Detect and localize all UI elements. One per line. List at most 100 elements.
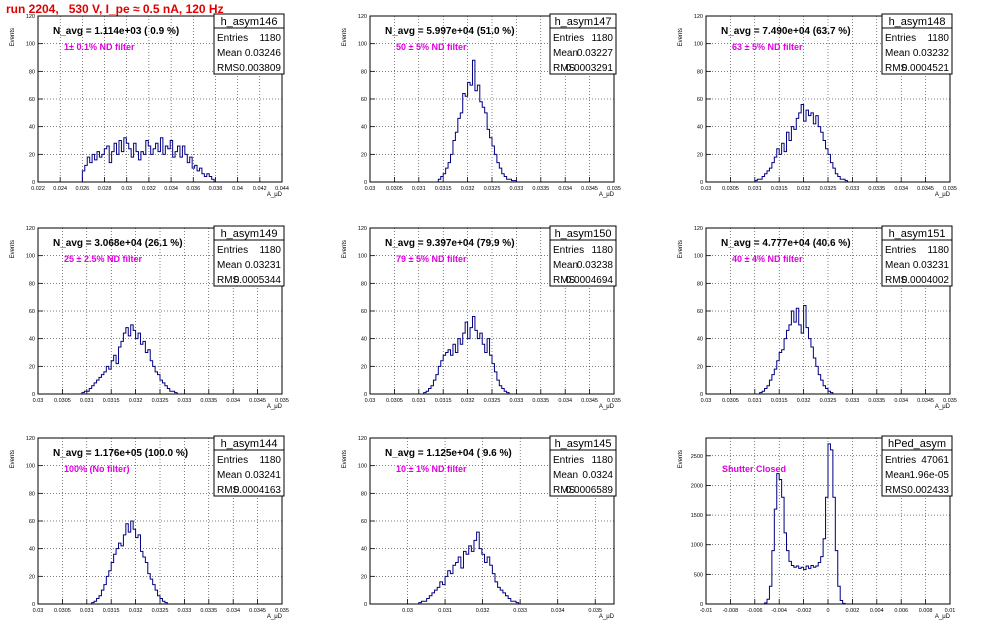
- x-tick-label-0: 0.03: [33, 398, 44, 404]
- x-tick-label-10: 0.035: [943, 186, 957, 192]
- stats-title: h_asym149: [221, 228, 278, 240]
- stats-title: h_asym146: [221, 16, 278, 28]
- y-tick-label-2: 40: [361, 547, 367, 553]
- x-tick-label-2: 0.031: [748, 398, 762, 404]
- x-tick-label-4: 0.032: [129, 608, 143, 614]
- x-tick-label-9: 0.0345: [249, 398, 266, 404]
- x-axis-label: A_μD: [935, 614, 951, 620]
- x-tick-label-2: 0.031: [80, 398, 94, 404]
- x-tick-label-8: 0.034: [558, 186, 572, 192]
- x-tick-label-5: 0.0325: [484, 398, 501, 404]
- x-tick-label-7: 0.0335: [532, 186, 549, 192]
- stats-rms-value: 0.0005344: [234, 275, 282, 286]
- y-tick-label-0: 0: [700, 602, 703, 608]
- navg-label: N_avg = 1.125e+04 ( 9.6 %): [385, 448, 512, 459]
- x-tick-label-0: 0.03: [33, 608, 44, 614]
- stats-mean-value: 0.03241: [245, 470, 282, 481]
- stats-entries-value: 1180: [259, 33, 281, 44]
- stats-rms-value: 0.003809: [239, 63, 281, 74]
- stats-box: [881, 225, 953, 287]
- x-axis-label: A_μD: [599, 614, 615, 620]
- y-tick-label-1: 500: [694, 572, 703, 578]
- histogram-line: [418, 531, 520, 604]
- filter-note: 10 ± 1% ND filter: [396, 464, 467, 474]
- x-tick-label-4: 0.032: [461, 398, 475, 404]
- y-tick-label-4: 80: [29, 281, 35, 287]
- y-tick-label-2: 40: [29, 337, 35, 343]
- stats-rms-value: 0.0006589: [566, 485, 614, 496]
- y-tick-label-6: 120: [358, 436, 367, 442]
- y-tick-label-5: 100: [358, 254, 367, 260]
- stats-mean-label: Mean: [553, 48, 578, 59]
- stats-rms-label: RMS: [553, 63, 576, 74]
- histogram-line: [437, 59, 517, 182]
- y-tick-label-3: 1500: [691, 513, 703, 519]
- y-tick-label-4: 80: [361, 281, 367, 287]
- y-axis-label: Events: [678, 450, 684, 468]
- y-tick-label-4: 80: [697, 69, 703, 75]
- x-tick-label-1: 0.0305: [54, 398, 71, 404]
- stats-mean-label: Mean: [217, 470, 242, 481]
- x-tick-label-8: 0.038: [209, 186, 223, 192]
- y-axis-label: Events: [342, 240, 348, 258]
- x-tick-label-9: 0.008: [919, 608, 933, 614]
- stats-mean-label: Mean: [885, 260, 910, 271]
- y-tick-label-2: 40: [29, 125, 35, 131]
- navg-label: N_avg = 4.777e+04 (40.6 %): [721, 238, 851, 249]
- x-tick-label-8: 0.034: [894, 186, 908, 192]
- stats-box: [881, 435, 953, 497]
- x-axis-label: A_μD: [599, 192, 615, 198]
- x-tick-label-0: 0.03: [402, 608, 413, 614]
- x-tick-label-0: 0.03: [365, 186, 376, 192]
- stats-mean-label: Mean: [553, 470, 578, 481]
- histogram-line: [754, 104, 849, 182]
- stats-mean-label: Mean: [217, 48, 242, 59]
- y-tick-label-0: 0: [364, 180, 367, 186]
- navg-label: N_avg = 7.490e+04 (63.7 %): [721, 26, 851, 37]
- x-tick-label-0: 0.03: [701, 398, 712, 404]
- filter-note: 25 ± 2.5% ND filter: [64, 254, 142, 264]
- x-tick-label-2: 0.026: [75, 186, 89, 192]
- y-tick-label-3: 60: [29, 97, 35, 103]
- stats-title: h_asym145: [555, 438, 612, 450]
- y-tick-label-0: 0: [364, 392, 367, 398]
- filter-note: Shutter Closed: [722, 464, 786, 474]
- x-tick-label-0: 0.03: [365, 398, 376, 404]
- x-tick-label-8: 0.034: [226, 608, 240, 614]
- x-tick-label-1: 0.0305: [386, 398, 403, 404]
- y-tick-label-4: 80: [697, 281, 703, 287]
- stats-mean-value: 0.03238: [577, 260, 614, 271]
- stats-rms-value: 0.002433: [907, 485, 949, 496]
- histogram-panel-h_asym145: 0.03 0.031 0.032 0.033 0.034 0.035 0 20 40 60 80 10…: [342, 435, 617, 620]
- stats-rms-label: RMS: [217, 485, 240, 496]
- y-tick-label-1: 20: [697, 152, 703, 158]
- stats-mean-label: Mean: [885, 470, 910, 481]
- stats-rms-value: 0.0004521: [902, 63, 950, 74]
- y-tick-label-5: 100: [694, 254, 703, 260]
- x-tick-label-6: 0.002: [846, 608, 860, 614]
- stats-mean-label: Mean: [553, 260, 578, 271]
- x-tick-label-9: 0.0345: [581, 398, 598, 404]
- x-tick-label-5: 0.0325: [152, 608, 169, 614]
- stats-mean-value: 0.03232: [913, 48, 950, 59]
- y-tick-label-1: 20: [29, 364, 35, 370]
- stats-box: [549, 225, 617, 287]
- y-tick-label-2: 40: [361, 125, 367, 131]
- x-tick-label-1: 0.031: [438, 608, 452, 614]
- navg-label: N_avg = 5.997e+04 (51.0 %): [385, 26, 515, 37]
- stats-box: [549, 13, 617, 75]
- y-tick-label-3: 60: [29, 309, 35, 315]
- stats-entries-value: 1180: [259, 455, 281, 466]
- filter-note: 63 ± 5% ND filter: [732, 42, 803, 52]
- histogram-line: [759, 304, 834, 394]
- navg-label: N_avg = 1.176e+05 (100.0 %): [53, 448, 188, 459]
- y-tick-label-5: 100: [26, 42, 35, 48]
- histogram-line: [423, 316, 510, 394]
- stats-rms-label: RMS: [885, 275, 908, 286]
- y-tick-label-1: 20: [697, 364, 703, 370]
- histogram-panel-h_asym150: 0.03 0.0305 0.031 0.0315 0.032 0.0325 0.033 0.0…: [342, 225, 621, 410]
- x-tick-label-10: 0.042: [253, 186, 267, 192]
- x-tick-label-2: 0.031: [80, 608, 94, 614]
- stats-entries-label: Entries: [553, 455, 584, 466]
- x-tick-label-5: 0.032: [142, 186, 156, 192]
